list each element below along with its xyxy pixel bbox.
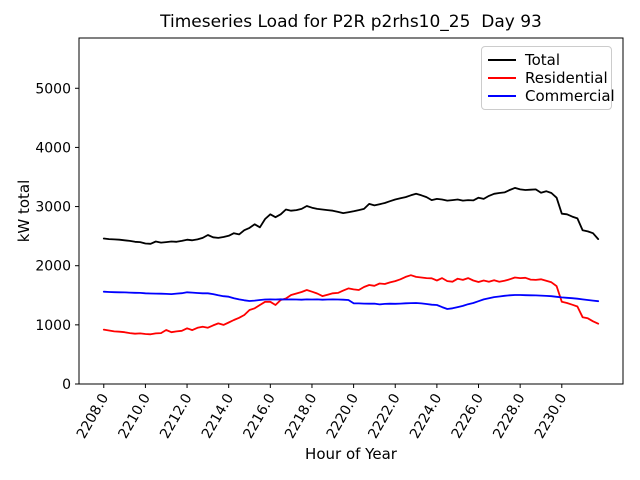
- x-tick-label: 2212.0: [157, 391, 195, 441]
- total-line-swatch-icon: [488, 59, 516, 61]
- series-line-total: [102, 186, 600, 245]
- series-line-residential: [102, 274, 600, 336]
- x-tick-label: 2224.0: [407, 391, 445, 441]
- legend-label: Residential: [525, 68, 608, 87]
- residential-line-swatch-icon: [488, 77, 516, 79]
- y-tick-label: 5000: [35, 81, 71, 97]
- x-tick-label: 2226.0: [449, 391, 487, 441]
- legend-label: Commercial: [525, 86, 615, 105]
- x-axis-label: Hour of Year: [305, 445, 397, 463]
- x-tick-label: 2230.0: [532, 391, 570, 441]
- x-tick-label: 2210.0: [116, 391, 154, 441]
- y-tick-label: 2000: [35, 259, 71, 275]
- x-tick-label: 2216.0: [240, 391, 278, 441]
- x-tick-label: 2218.0: [282, 391, 320, 441]
- x-tick-label: 2222.0: [365, 391, 403, 441]
- x-tick-label: 2208.0: [74, 391, 112, 441]
- x-tick-label: 2220.0: [324, 391, 362, 441]
- y-tick-label: 0: [62, 377, 71, 393]
- y-tick-label: 1000: [35, 318, 71, 334]
- y-tick-label: 3000: [35, 200, 71, 216]
- legend-entry-commercial: Commercial: [488, 87, 615, 105]
- legend-label: Total: [525, 50, 561, 69]
- axes-spines: [78, 37, 624, 385]
- legend: Total Residential Commercial: [481, 46, 615, 110]
- x-tick-label: 2228.0: [490, 391, 528, 441]
- x-tick-label: 2214.0: [199, 391, 237, 441]
- chart-title: Timeseries Load for P2R p2rhs10_25 Day 9…: [160, 12, 542, 32]
- series-line-commercial: [102, 290, 600, 310]
- y-tick-label: 4000: [35, 140, 71, 156]
- legend-entry-residential: Residential: [488, 68, 608, 87]
- legend-entry-total: Total: [488, 51, 605, 69]
- commercial-line-swatch-icon: [488, 95, 516, 97]
